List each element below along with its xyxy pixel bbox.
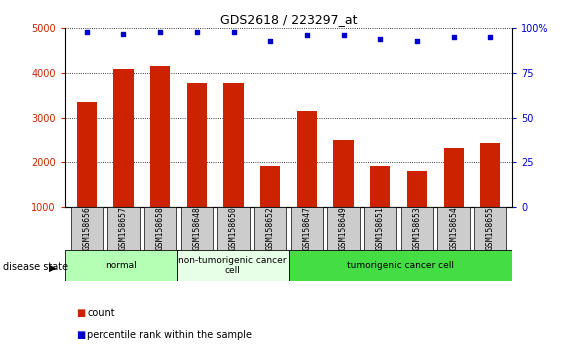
Bar [289,250,512,281]
Bar [65,250,177,281]
Text: disease state: disease state [3,262,68,272]
Text: GSM158648: GSM158648 [193,206,202,250]
Bar [181,207,213,250]
Text: count: count [87,308,115,318]
Bar [291,207,323,250]
Bar [328,207,360,250]
Text: tumorigenic cancer cell: tumorigenic cancer cell [347,261,454,270]
Point [82,29,91,35]
Bar [254,207,287,250]
Point [193,29,202,35]
Bar [144,207,176,250]
Text: GSM158654: GSM158654 [449,206,458,250]
Text: GSM158655: GSM158655 [486,206,495,250]
Text: non-tumorigenic cancer
cell: non-tumorigenic cancer cell [178,256,287,275]
Bar [474,207,507,250]
Bar [480,143,501,207]
Text: GSM158653: GSM158653 [413,206,422,250]
Point [155,29,164,35]
Bar [77,102,97,207]
Point [376,36,385,42]
Bar [70,207,103,250]
Bar [177,250,289,281]
Bar [370,166,390,207]
Bar [364,207,396,250]
Point [229,29,238,35]
Text: GSM158657: GSM158657 [119,206,128,250]
Text: GSM158647: GSM158647 [302,206,311,250]
Point [339,33,348,38]
Bar [224,83,244,207]
Bar [444,148,464,207]
Point [119,31,128,36]
Bar [217,207,249,250]
Text: normal: normal [105,261,137,270]
Text: GSM158650: GSM158650 [229,206,238,250]
Bar [333,140,354,207]
Text: percentile rank within the sample: percentile rank within the sample [87,330,252,339]
Text: ■: ■ [76,330,85,339]
Bar [108,207,140,250]
Text: GSM158656: GSM158656 [82,206,91,250]
Text: GSM158658: GSM158658 [155,206,164,250]
Bar [187,83,207,207]
Text: GSM158651: GSM158651 [376,206,385,250]
Point [449,34,458,40]
Point [413,38,422,44]
Text: ■: ■ [76,308,85,318]
Point [302,33,311,38]
Title: GDS2618 / 223297_at: GDS2618 / 223297_at [220,13,358,26]
Bar [401,207,433,250]
Bar [150,66,170,207]
Text: GSM158649: GSM158649 [339,206,348,250]
Bar [407,171,427,207]
Point [266,38,275,44]
Bar [297,111,317,207]
Text: ▶: ▶ [49,262,56,272]
Bar [113,69,133,207]
Bar [260,166,280,207]
Point [486,34,495,40]
Text: GSM158652: GSM158652 [266,206,275,250]
Bar [437,207,470,250]
